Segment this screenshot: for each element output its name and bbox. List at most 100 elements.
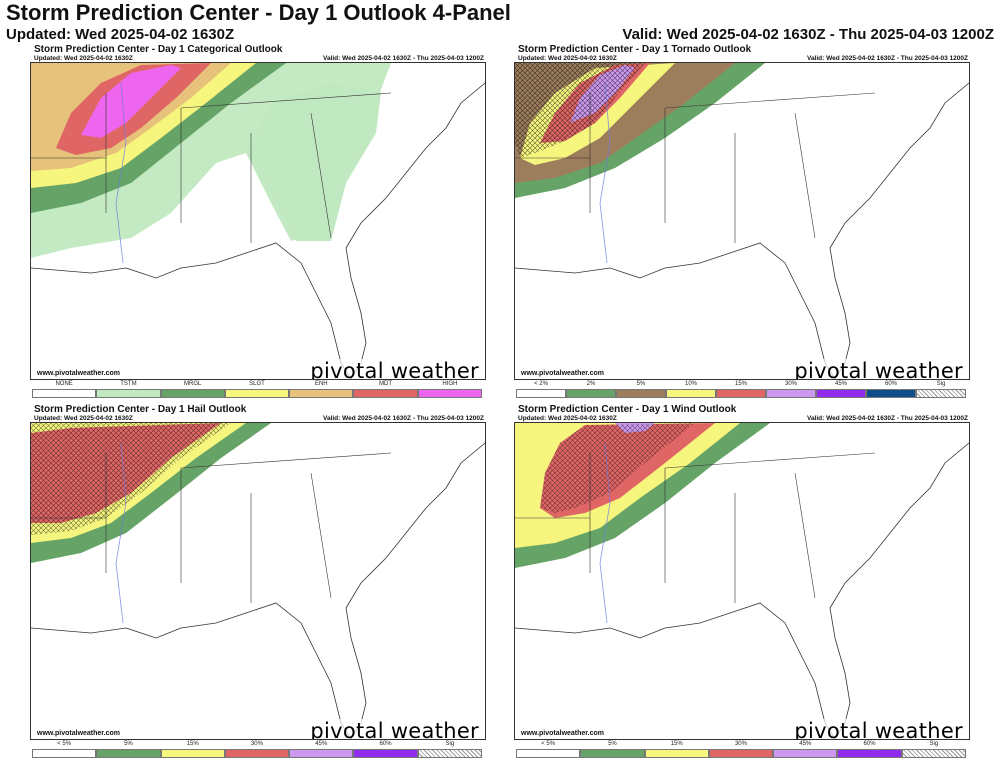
- legend-label: 5%: [636, 381, 646, 387]
- legend-item: MDT: [353, 380, 418, 402]
- header-updated: Updated: Wed 2025-04-02 1630Z: [6, 26, 235, 43]
- legend-item: 5%: [580, 740, 645, 762]
- legend-swatch: [666, 389, 716, 398]
- legend-item: Sig: [901, 740, 966, 762]
- page-title: Storm Prediction Center - Day 1 Outlook …: [6, 0, 511, 25]
- panel-updated: Updated: Wed 2025-04-02 1630Z: [34, 55, 133, 62]
- legend-item: < 5%: [32, 740, 97, 762]
- legend-label: < 5%: [57, 741, 72, 747]
- pivotal-weather-logo: pivotal weather: [308, 359, 481, 379]
- legend-swatch: [766, 389, 816, 398]
- legend-swatch: [32, 749, 97, 758]
- legend-swatch: [708, 749, 774, 758]
- legend-label: 5%: [608, 741, 617, 747]
- legend-swatch: [716, 389, 766, 398]
- legend-swatch: [224, 749, 290, 758]
- legend-swatch: [289, 389, 354, 398]
- legend-swatch: [901, 749, 966, 758]
- legend-item: < 2%: [516, 380, 566, 402]
- legend-label: 5%: [124, 741, 133, 747]
- legend-label: 60%: [884, 381, 897, 387]
- legend-item: 30%: [708, 740, 774, 762]
- legend-item: 15%: [716, 380, 766, 402]
- legend-item: 2%: [566, 380, 616, 402]
- panel-title: Storm Prediction Center - Day 1 Hail Out…: [34, 404, 247, 415]
- legend-item: ENH: [289, 380, 354, 402]
- legend-swatch: [32, 389, 97, 398]
- panel-updated: Updated: Wed 2025-04-02 1630Z: [518, 415, 617, 422]
- panel-updated: Updated: Wed 2025-04-02 1630Z: [34, 415, 133, 422]
- legend-item: HIGH: [417, 380, 482, 402]
- legend-label: 45%: [834, 381, 847, 387]
- categorical-map-svg: [31, 63, 485, 379]
- legend-label: SLGT: [249, 381, 265, 387]
- pivotal-weather-logo: pivotal weather: [792, 359, 965, 379]
- outlook-map: pivotal weather www.pivotalweather.com: [514, 62, 970, 380]
- legend-label: 15%: [186, 741, 199, 747]
- legend-swatch: [516, 389, 566, 398]
- header-valid: Valid: Wed 2025-04-02 1630Z - Thu 2025-0…: [622, 26, 994, 43]
- legend-swatch: [516, 749, 581, 758]
- wind-map-svg: [515, 423, 969, 739]
- pivotal-weather-logo: pivotal weather: [792, 719, 965, 739]
- legend-swatch: [417, 389, 482, 398]
- outlook-map: pivotal weather www.pivotalweather.com: [30, 62, 486, 380]
- legend-swatch: [289, 749, 354, 758]
- legend: < 5% 5% 15% 30% 45% 60% Sig: [32, 740, 482, 762]
- legend-label: 30%: [734, 741, 747, 747]
- legend-swatch: [916, 389, 966, 398]
- legend-swatch: [160, 749, 225, 758]
- legend-label: 60%: [379, 741, 392, 747]
- legend-label: HIGH: [442, 381, 458, 387]
- panel-wind: Storm Prediction Center - Day 1 Wind Out…: [512, 404, 978, 766]
- legend-label: ENH: [314, 381, 328, 387]
- panel-valid: Valid: Wed 2025-04-02 1630Z - Thu 2025-0…: [322, 55, 484, 62]
- legend-swatch: [644, 749, 709, 758]
- legend-item: SLGT: [224, 380, 290, 402]
- tornado-map-svg: [515, 63, 969, 379]
- legend-label: 15%: [670, 741, 683, 747]
- legend-label: NONE: [55, 381, 73, 387]
- legend-swatch: [866, 389, 916, 398]
- panel-title: Storm Prediction Center - Day 1 Categori…: [34, 44, 283, 55]
- legend: < 2% 2% 5% 10% 15% 30% 45% 60% Sig: [516, 380, 966, 402]
- legend-item: 10%: [666, 380, 716, 402]
- legend-label: < 2%: [534, 381, 548, 387]
- legend-swatch: [353, 749, 418, 758]
- legend-item: NONE: [32, 380, 97, 402]
- credit-text: www.pivotalweather.com: [37, 730, 120, 737]
- legend-swatch: [580, 749, 645, 758]
- outlook-map: pivotal weather www.pivotalweather.com: [514, 422, 970, 740]
- legend-label: 45%: [315, 741, 328, 747]
- legend-item: Sig: [916, 380, 966, 402]
- legend-label: 30%: [250, 741, 263, 747]
- legend-item: Sig: [417, 740, 482, 762]
- legend-label: < 5%: [541, 741, 556, 747]
- outlook-map: pivotal weather www.pivotalweather.com: [30, 422, 486, 740]
- legend-swatch: [353, 389, 418, 398]
- panel-tornado: Storm Prediction Center - Day 1 Tornado …: [512, 44, 978, 406]
- legend-label: 2%: [586, 381, 596, 387]
- legend-item: 60%: [866, 380, 916, 402]
- legend-item: 30%: [224, 740, 290, 762]
- legend-swatch: [96, 749, 161, 758]
- legend-label: 30%: [784, 381, 797, 387]
- credit-text: www.pivotalweather.com: [521, 370, 604, 377]
- legend-item: 30%: [766, 380, 816, 402]
- legend-swatch: [96, 389, 161, 398]
- legend-item: 5%: [616, 380, 666, 402]
- panel-hail: Storm Prediction Center - Day 1 Hail Out…: [28, 404, 494, 766]
- legend-label: MDT: [379, 381, 393, 387]
- legend-label: TSTM: [120, 381, 137, 387]
- legend-item: 45%: [816, 380, 866, 402]
- legend-label: Sig: [929, 741, 939, 747]
- legend-swatch: [224, 389, 290, 398]
- legend-item: 60%: [837, 740, 902, 762]
- legend-item: < 5%: [516, 740, 581, 762]
- legend-label: 45%: [799, 741, 812, 747]
- panel-title: Storm Prediction Center - Day 1 Tornado …: [518, 44, 752, 55]
- legend-swatch: [773, 749, 838, 758]
- panel-valid: Valid: Wed 2025-04-02 1630Z - Thu 2025-0…: [806, 415, 968, 422]
- panel-valid: Valid: Wed 2025-04-02 1630Z - Thu 2025-0…: [806, 55, 968, 62]
- hail-map-svg: [31, 423, 485, 739]
